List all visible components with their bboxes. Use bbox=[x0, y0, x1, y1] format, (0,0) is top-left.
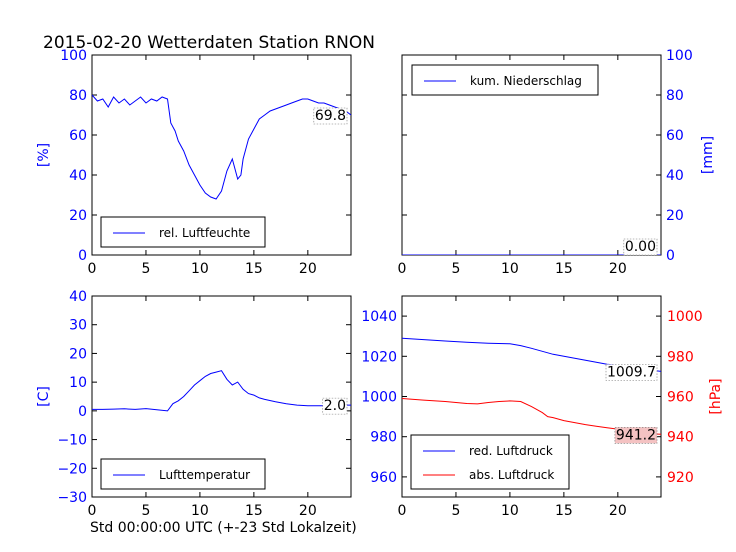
legend-box bbox=[100, 458, 266, 490]
x-tick-label: 20 bbox=[609, 261, 627, 277]
y-tick-label: 40 bbox=[666, 168, 684, 184]
legend-box bbox=[100, 216, 266, 248]
x-tick-label: 5 bbox=[141, 261, 150, 277]
legend-label: rel. Luftfeuchte bbox=[159, 226, 250, 240]
legend-label: Lufttemperatur bbox=[159, 468, 250, 482]
last-value-box bbox=[623, 238, 658, 256]
y-tick-label: 80 bbox=[69, 88, 87, 104]
y-tick-label: 60 bbox=[666, 128, 684, 144]
y-tick-label: 1020 bbox=[361, 349, 397, 365]
x-tick-label: 15 bbox=[555, 503, 573, 519]
y-tick-label: 40 bbox=[69, 289, 87, 305]
y-axis-label: [mm] bbox=[700, 136, 716, 174]
last-value-label: 1009.7 bbox=[607, 364, 656, 380]
last-value-label: 2.0 bbox=[324, 398, 346, 414]
panel-precipitation: 0 5 10 15 20 0 20 40 60 80 100 [mm] kum. Niederschla… bbox=[398, 48, 716, 277]
y-tick-label: 1040 bbox=[361, 309, 397, 325]
y-tick-label: 980 bbox=[370, 430, 397, 446]
last-value-label: 0.00 bbox=[625, 239, 656, 255]
x-tick-label: 5 bbox=[451, 503, 460, 519]
panel-pressure: 0 5 10 15 20 960 980 1000 1020 1040 920 940 960 980 10… bbox=[361, 295, 724, 519]
x-tick-label: 5 bbox=[141, 503, 150, 519]
x-tick-label: 15 bbox=[245, 261, 263, 277]
y-tick-label: 100 bbox=[60, 48, 87, 64]
x-tick-label: 10 bbox=[191, 261, 209, 277]
y-tick-label: 20 bbox=[69, 346, 87, 362]
x-tick-label: 15 bbox=[245, 503, 263, 519]
y-tick-label: 40 bbox=[69, 168, 87, 184]
legend-box bbox=[410, 434, 570, 490]
legend-label: abs. Luftdruck bbox=[469, 468, 554, 482]
y-axis-label-right: [hPa] bbox=[708, 378, 724, 414]
last-value-box bbox=[605, 364, 658, 381]
y-axis-label: [%] bbox=[36, 143, 52, 167]
last-value-box bbox=[614, 426, 658, 444]
y-tick-label-right: 1000 bbox=[667, 309, 703, 325]
y-tick-label: 0 bbox=[78, 404, 87, 420]
y-tick-label: 0 bbox=[78, 248, 87, 264]
y-tick-label: 0 bbox=[666, 248, 675, 264]
x-tick-label: 15 bbox=[555, 261, 573, 277]
legend-label: red. Luftdruck bbox=[469, 444, 553, 458]
panel-humidity: 0 5 10 15 20 0 20 40 60 80 100 [%] rel. Luftfeuchte 6… bbox=[36, 48, 352, 277]
y-tick-label: 20 bbox=[666, 208, 684, 224]
y-tick-label: −20 bbox=[57, 461, 87, 477]
y-tick-label: 100 bbox=[666, 48, 693, 64]
figure-title: 2015-02-20 Wetterdaten Station RNON bbox=[43, 33, 375, 53]
y-tick-label-right: 980 bbox=[667, 349, 694, 365]
y-tick-label-right: 960 bbox=[667, 390, 694, 406]
y-tick-label: 1000 bbox=[361, 390, 397, 406]
x-axis-label: Std 00:00:00 UTC (+-23 Std Lokalzeit) bbox=[90, 520, 357, 536]
x-tick-label: 20 bbox=[299, 261, 317, 277]
x-tick-label: 0 bbox=[398, 261, 407, 277]
legend-label: kum. Niederschlag bbox=[470, 74, 582, 88]
x-tick-label: 0 bbox=[88, 261, 97, 277]
x-tick-label: 20 bbox=[609, 503, 627, 519]
panel-temperature: 0 5 10 15 20 −30 −20 −10 0 10 20 30 40 [C] Lufttempera… bbox=[36, 289, 352, 519]
y-tick-label: 30 bbox=[69, 318, 87, 334]
y-tick-label: −10 bbox=[57, 433, 87, 449]
last-value-label: 941.2 bbox=[616, 427, 656, 443]
y-tick-label-right: 940 bbox=[667, 430, 694, 446]
y-tick-label-right: 920 bbox=[667, 470, 694, 486]
y-tick-label: 80 bbox=[666, 88, 684, 104]
series-line-rel-luftfeuchte bbox=[92, 94, 351, 200]
last-value-label: 69.8 bbox=[315, 108, 346, 124]
y-tick-label: 20 bbox=[69, 208, 87, 224]
x-tick-label: 20 bbox=[299, 503, 317, 519]
y-axis-label: [C] bbox=[36, 386, 52, 407]
last-value-box bbox=[322, 397, 348, 415]
x-tick-label: 10 bbox=[501, 503, 519, 519]
legend-box bbox=[411, 64, 599, 96]
series-line-lufttemperatur bbox=[92, 370, 351, 412]
y-tick-label: 960 bbox=[370, 470, 397, 486]
y-tick-label: 10 bbox=[69, 375, 87, 391]
x-tick-label: 5 bbox=[451, 261, 460, 277]
last-value-box bbox=[313, 107, 348, 125]
x-tick-label: 10 bbox=[501, 261, 519, 277]
x-tick-label: 0 bbox=[88, 503, 97, 519]
y-tick-label: −30 bbox=[57, 490, 87, 506]
x-tick-label: 10 bbox=[191, 503, 209, 519]
y-tick-label: 60 bbox=[69, 128, 87, 144]
x-tick-label: 0 bbox=[398, 503, 407, 519]
